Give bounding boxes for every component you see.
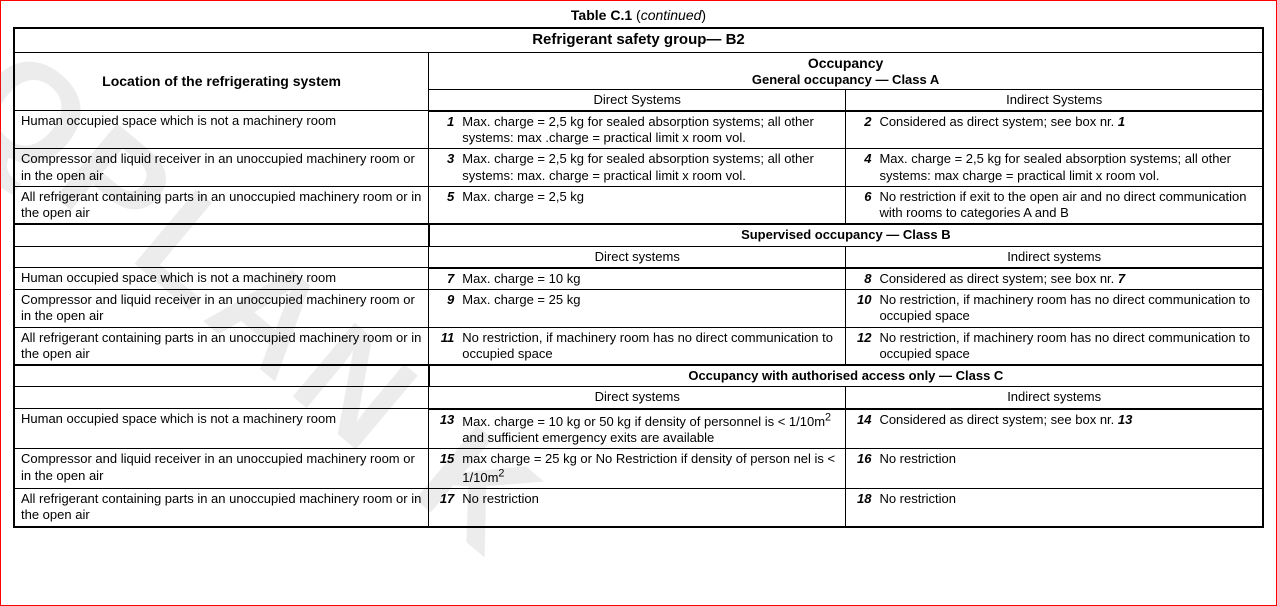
cell-number: 3 [429, 149, 457, 187]
cell-text: Considered as direct system; see box nr.… [873, 409, 1263, 449]
cell-text: max charge = 25 kg or No Restriction if … [456, 449, 846, 489]
indirect-systems-header: Indirect systems [846, 387, 1263, 409]
cell-number: 14 [846, 409, 874, 449]
cell-text: No restriction, if machinery room has no… [873, 327, 1263, 365]
table-caption: Table C.1 (continued) [13, 7, 1264, 23]
cell-number: 12 [846, 327, 874, 365]
cell-number: 15 [429, 449, 457, 489]
cell-text: Max. charge = 2,5 kg for sealed absorpti… [456, 149, 846, 187]
blank-cell [14, 387, 429, 409]
cell-text: Max. charge = 10 kg or 50 kg if density … [456, 409, 846, 449]
direct-systems-header: Direct systems [429, 387, 846, 409]
cell-text: Considered as direct system; see box nr.… [873, 111, 1263, 149]
cell-number: 5 [429, 186, 457, 224]
cell-number: 10 [846, 290, 874, 328]
direct-systems-header: Direct systems [429, 246, 846, 268]
main-header: Refrigerant safety group— B2 [14, 28, 1263, 52]
cell-text: No restriction [873, 489, 1263, 527]
table-row: Refrigerant safety group— B2 [14, 28, 1263, 52]
class-c-header: Occupancy with authorised access only — … [429, 365, 1263, 387]
table-row: Human occupied space which is not a mach… [14, 268, 1263, 290]
blank-cell [14, 365, 429, 387]
blank-cell [14, 246, 429, 268]
cell-text: No restriction, if machinery room has no… [456, 327, 846, 365]
cell-text: No restriction, if machinery room has no… [873, 290, 1263, 328]
location-cell: Human occupied space which is not a mach… [14, 268, 429, 290]
table-row: Compressor and liquid receiver in an uno… [14, 290, 1263, 328]
cell-text: Max. charge = 25 kg [456, 290, 846, 328]
cell-text: Considered as direct system; see box nr.… [873, 268, 1263, 290]
table-row: Direct systems Indirect systems [14, 246, 1263, 268]
location-cell: Human occupied space which is not a mach… [14, 409, 429, 449]
location-cell: Compressor and liquid receiver in an uno… [14, 449, 429, 489]
cell-number: 17 [429, 489, 457, 527]
refrigerant-table: Refrigerant safety group— B2 Location of… [13, 27, 1264, 528]
table-row: Human occupied space which is not a mach… [14, 111, 1263, 149]
table-row: Occupancy with authorised access only — … [14, 365, 1263, 387]
cell-number: 2 [846, 111, 874, 149]
cell-text: Max. charge = 2,5 kg for sealed absorpti… [873, 149, 1263, 187]
location-cell: All refrigerant containing parts in an u… [14, 186, 429, 224]
cell-text: No restriction if exit to the open air a… [873, 186, 1263, 224]
occupancy-title: Occupancy [808, 55, 883, 71]
cell-number: 13 [429, 409, 457, 449]
cell-text: No restriction [456, 489, 846, 527]
cell-number: 1 [429, 111, 457, 149]
location-cell: Compressor and liquid receiver in an uno… [14, 290, 429, 328]
table-row: Human occupied space which is not a mach… [14, 409, 1263, 449]
cell-text: Max. charge = 2,5 kg [456, 186, 846, 224]
occupancy-header: Occupancy General occupancy — Class A [429, 52, 1263, 89]
cell-number: 16 [846, 449, 874, 489]
table-row: Location of the refrigerating system Occ… [14, 52, 1263, 89]
page-frame: QPLAN K Table C.1 (continued) Refrigeran… [0, 0, 1277, 606]
cell-text: No restriction [873, 449, 1263, 489]
table-row: Direct systems Indirect systems [14, 387, 1263, 409]
table-row: Compressor and liquid receiver in an uno… [14, 449, 1263, 489]
location-cell: Compressor and liquid receiver in an uno… [14, 149, 429, 187]
location-cell: All refrigerant containing parts in an u… [14, 327, 429, 365]
table-row: All refrigerant containing parts in an u… [14, 489, 1263, 527]
cell-number: 6 [846, 186, 874, 224]
cell-number: 7 [429, 268, 457, 290]
indirect-systems-header: Indirect Systems [846, 89, 1263, 111]
direct-systems-header: Direct Systems [429, 89, 846, 111]
table-row: All refrigerant containing parts in an u… [14, 186, 1263, 224]
blank-cell [14, 224, 429, 246]
class-b-header: Supervised occupancy — Class B [429, 224, 1263, 246]
table-row: Supervised occupancy — Class B [14, 224, 1263, 246]
location-cell: All refrigerant containing parts in an u… [14, 489, 429, 527]
caption-italic: continued [641, 7, 702, 23]
cell-text: Max. charge = 2,5 kg for sealed absorpti… [456, 111, 846, 149]
location-header: Location of the refrigerating system [14, 52, 429, 111]
cell-number: 18 [846, 489, 874, 527]
cell-number: 4 [846, 149, 874, 187]
table-row: Compressor and liquid receiver in an uno… [14, 149, 1263, 187]
location-cell: Human occupied space which is not a mach… [14, 111, 429, 149]
cell-text: Max. charge = 10 kg [456, 268, 846, 290]
cell-number: 8 [846, 268, 874, 290]
caption-bold: Table C.1 [571, 7, 632, 23]
table-row: All refrigerant containing parts in an u… [14, 327, 1263, 365]
cell-number: 11 [429, 327, 457, 365]
cell-number: 9 [429, 290, 457, 328]
class-a-label: General occupancy — Class A [435, 72, 1256, 88]
indirect-systems-header: Indirect systems [846, 246, 1263, 268]
